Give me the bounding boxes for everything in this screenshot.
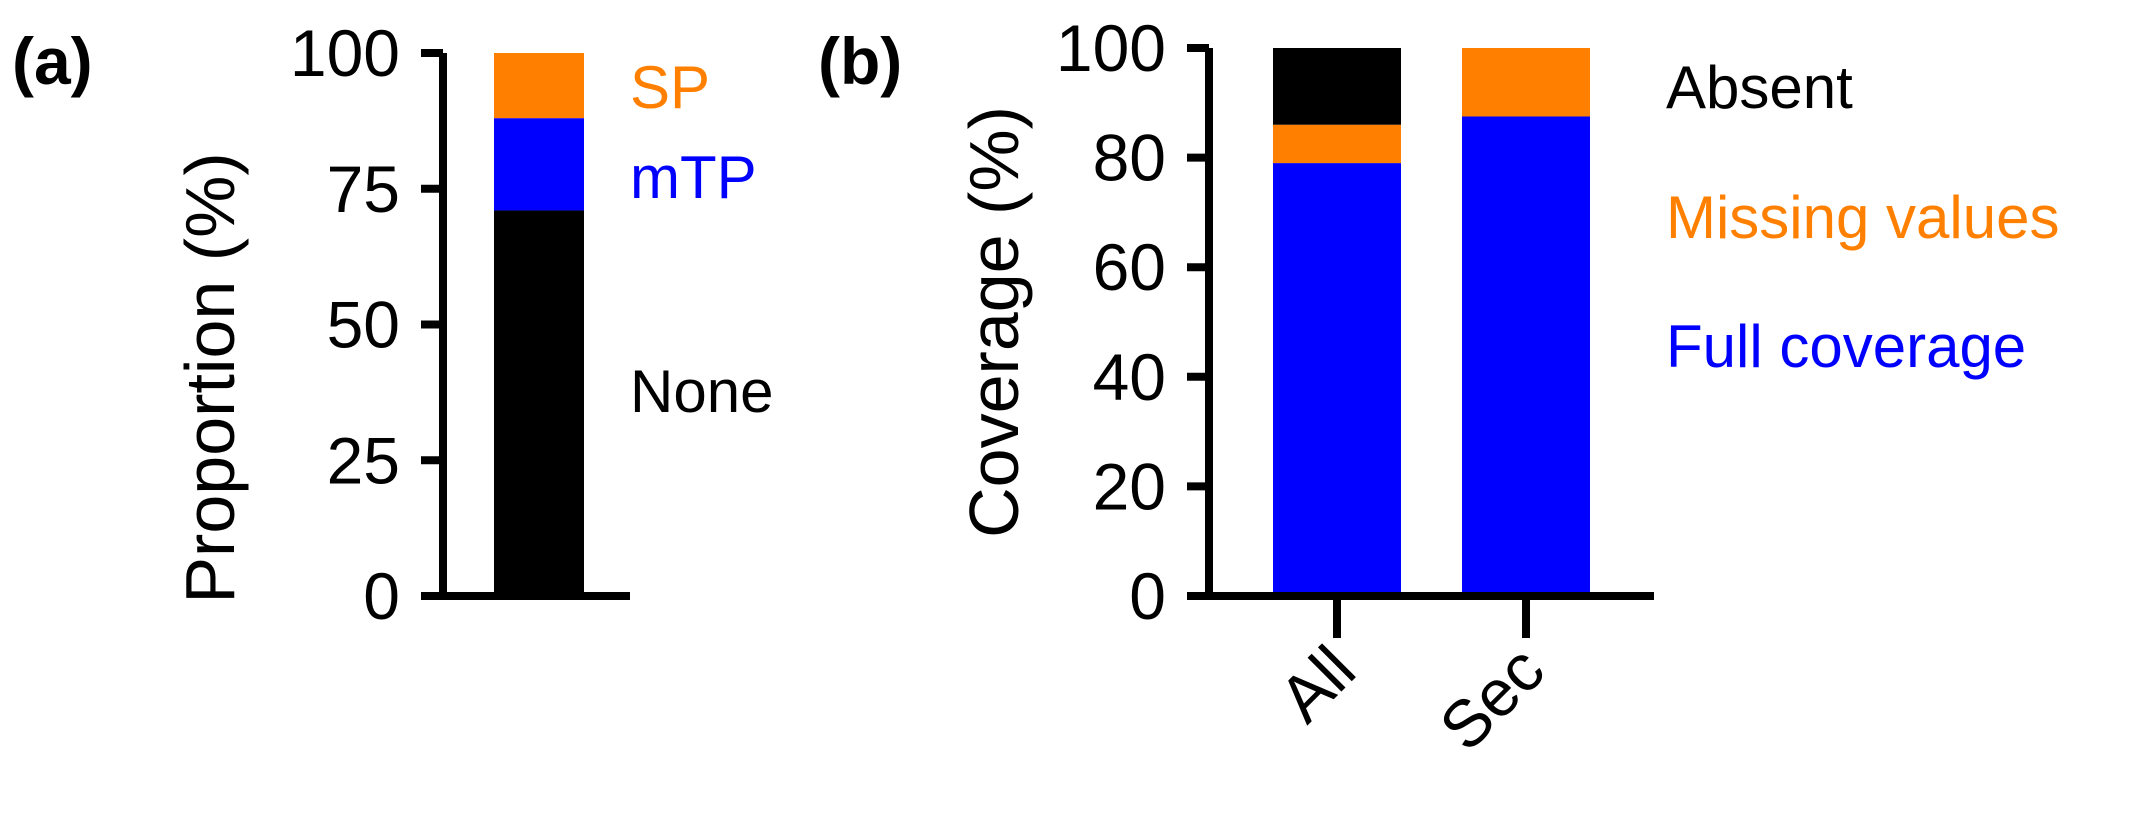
- panel-b-label: (b): [818, 24, 902, 98]
- panel-a: (a) Proportion (%) 0 25 50 75 100 SP mTP Non…: [12, 16, 773, 633]
- panel-a-y-ticks: 0 25 50 75 100: [290, 16, 443, 633]
- panel-b: (b) Coverage (%) 0 20 40 60 80 100 All Sec Abs…: [818, 11, 2060, 764]
- panel-b-y-tick-label: 80: [1093, 121, 1166, 195]
- panel-b-y-tick-label: 60: [1093, 230, 1166, 304]
- panel-b-ylabel: Coverage (%): [955, 106, 1033, 538]
- panel-b-bar-segment-full-coverage: [1273, 163, 1401, 596]
- panel-a-y-tick-label: 0: [363, 559, 400, 633]
- panel-b-x-tick-label: All: [1265, 632, 1369, 736]
- panel-b-y-tick-label: 0: [1129, 559, 1166, 633]
- panel-a-bar-segment-mtp: [494, 118, 584, 211]
- panel-a-legend-mtp: mTP: [630, 144, 757, 211]
- panel-b-bar-segment-absent: [1273, 48, 1401, 125]
- panel-b-y-tick-label: 40: [1093, 340, 1166, 414]
- panel-b-bar-segment-missing-values: [1273, 124, 1401, 164]
- panel-b-x-ticks: All Sec: [1265, 596, 1558, 764]
- panel-a-ylabel: Proportion (%): [171, 152, 249, 603]
- panel-a-y-tick-label: 25: [327, 423, 400, 497]
- panel-a-legend-none: None: [630, 358, 773, 425]
- panel-b-y-tick-label: 20: [1093, 449, 1166, 523]
- panel-a-label: (a): [12, 24, 93, 98]
- panel-a-bar-segment-none: [494, 210, 584, 596]
- panel-b-bar-segment-full-coverage: [1462, 116, 1590, 596]
- panel-b-legend-missing: Missing values: [1666, 184, 2060, 251]
- panel-b-bar-segment-missing-values: [1462, 48, 1590, 117]
- panel-b-x-tick-label: Sec: [1425, 632, 1558, 765]
- panel-b-y-tick-label: 100: [1056, 11, 1166, 85]
- panel-b-legend-full: Full coverage: [1666, 313, 2026, 380]
- panel-a-y-tick-label: 75: [327, 152, 400, 226]
- panel-a-y-tick-label: 50: [327, 288, 400, 362]
- panel-a-legend-sp: SP: [630, 54, 710, 121]
- panel-b-legend-absent: Absent: [1666, 54, 1853, 121]
- panel-b-y-ticks: 0 20 40 60 80 100: [1056, 11, 1209, 633]
- panel-a-bar-segment-sp: [494, 53, 584, 119]
- panel-a-bars: [494, 53, 584, 596]
- panel-b-bars: [1273, 48, 1590, 596]
- panel-a-y-tick-label: 100: [290, 16, 400, 90]
